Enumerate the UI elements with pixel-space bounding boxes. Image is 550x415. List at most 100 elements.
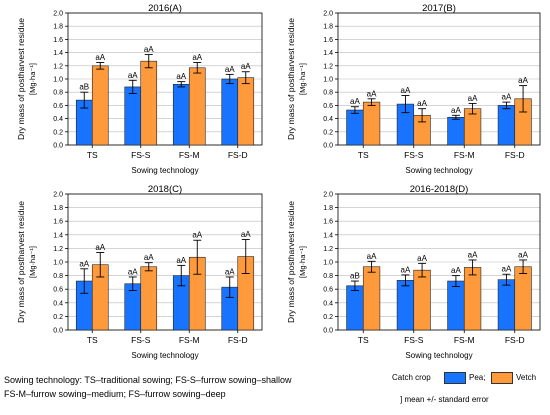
vetch-bar: [140, 60, 158, 146]
pea-bar: [346, 285, 364, 331]
significance-label: aA: [128, 267, 138, 276]
x-tick-label: FS-M: [454, 335, 475, 345]
y-tick-label: 0.0: [53, 143, 63, 150]
y-tick-label: 1.2: [323, 246, 333, 253]
y-tick-label: 1.8: [323, 24, 333, 31]
charts-figure: 0.0 0.2 0.4 0.6 0.8 1.0 1.2 1.4 1.6 1.8 2.0 2016(A)…: [16, 3, 541, 360]
y-tick-label: 2.0: [53, 11, 63, 18]
x-tick-label: TS: [358, 335, 369, 345]
y-tick-label: 1.8: [53, 24, 63, 31]
y-tick-label: 1.0: [323, 260, 333, 267]
y-tick-label: 0.2: [323, 314, 333, 321]
significance-label: aA: [468, 250, 478, 259]
x-tick-label: FS-D: [228, 150, 248, 160]
y-axis-unit: [Mg·ha⁻¹]: [28, 246, 37, 278]
significance-label: aA: [192, 231, 202, 240]
vetch-bar: [188, 67, 206, 146]
y-tick-label: 0.6: [323, 103, 333, 110]
y-axis-label: Dry mass of postharvest residue: [286, 18, 296, 140]
significance-label: aA: [225, 65, 235, 74]
significance-label: aA: [192, 53, 202, 62]
y-axis-unit: [Mg·ha⁻¹]: [298, 63, 307, 95]
legend-vetch-label: Vetch: [516, 373, 537, 382]
vetch-bar: [362, 266, 381, 331]
x-tick-label: FS-D: [505, 150, 525, 160]
y-tick-label: 1.0: [323, 77, 333, 84]
x-tick-label: FS-S: [131, 150, 151, 160]
vetch-bar: [140, 266, 158, 331]
y-tick-label: 1.6: [53, 37, 63, 44]
x-tick-label: FS-S: [404, 335, 424, 345]
x-axis-label: Sowing technology: [131, 351, 198, 360]
x-axis-label: Sowing technology: [405, 351, 472, 360]
significance-label: aA: [144, 45, 154, 54]
y-tick-label: 1.6: [323, 37, 333, 44]
plot-frame: [337, 193, 541, 331]
significance-label: aA: [401, 265, 411, 274]
significance-label: aA: [518, 250, 528, 259]
significance-label: aB: [350, 272, 360, 281]
y-tick-label: 2.0: [53, 192, 63, 199]
x-axis-label: Sowing technology: [405, 166, 472, 175]
significance-label: aA: [176, 256, 186, 265]
error-bar-note: ] mean +/- standard error: [400, 395, 489, 404]
y-tick-label: 2.0: [323, 192, 333, 199]
y-tick-label: 0.2: [323, 129, 333, 136]
significance-label: aA: [95, 53, 105, 62]
x-tick-label: FS-D: [228, 335, 248, 345]
x-tick-label: FS-D: [505, 335, 525, 345]
significance-label: aA: [350, 97, 360, 106]
chart-title: 2016-2018(D): [410, 184, 469, 195]
legend: Catch crop Pea; Vetch: [392, 371, 542, 387]
y-tick-label: 1.0: [53, 260, 63, 267]
y-tick-label: 2.0: [323, 11, 333, 18]
vetch-bar: [463, 267, 482, 331]
vetch-bar: [413, 269, 431, 331]
significance-label: aA: [79, 259, 89, 268]
pea-bar: [447, 280, 465, 331]
chart-title: 2016(A): [148, 3, 182, 14]
significance-label: aA: [176, 72, 186, 81]
significance-label: aA: [451, 266, 461, 275]
y-tick-label: 1.6: [53, 219, 63, 226]
plot-frame: [67, 12, 263, 146]
legend-title: Catch crop: [392, 373, 431, 382]
x-tick-label: FS-S: [404, 150, 424, 160]
pea-bar: [447, 116, 465, 146]
y-axis-unit: [Mg·ha⁻¹]: [28, 63, 37, 95]
significance-label: aA: [468, 94, 478, 103]
significance-label: aA: [502, 93, 512, 102]
y-tick-label: 1.4: [53, 50, 63, 57]
y-tick-label: 0.4: [323, 116, 333, 123]
legend-vetch-swatch: [491, 372, 513, 384]
caption-line-1: Sowing technology: TS–traditional sowing…: [4, 375, 292, 385]
x-tick-label: TS: [358, 150, 369, 160]
significance-label: aA: [225, 267, 235, 276]
y-tick-label: 1.6: [323, 219, 333, 226]
y-tick-label: 0.4: [323, 300, 333, 307]
significance-label: aA: [95, 243, 105, 252]
significance-label: aA: [128, 71, 138, 80]
vetch-bar: [91, 65, 109, 146]
legend-pea-label: Pea;: [469, 373, 486, 382]
y-tick-label: 0.0: [53, 328, 63, 335]
y-tick-label: 1.4: [323, 232, 333, 239]
x-axis-label: Sowing technology: [131, 166, 198, 175]
y-tick-label: 0.2: [53, 314, 63, 321]
y-tick-label: 0.6: [53, 287, 63, 294]
x-tick-label: TS: [87, 335, 98, 345]
y-axis-label: Dry mass of postharvest residue: [16, 201, 26, 323]
x-tick-label: FS-S: [131, 335, 151, 345]
y-tick-label: 0.4: [53, 300, 63, 307]
y-tick-label: 1.0: [53, 77, 63, 84]
y-tick-label: 1.4: [323, 50, 333, 57]
significance-label: aA: [451, 106, 461, 115]
y-tick-label: 0.0: [323, 328, 333, 335]
y-tick-label: 0.0: [323, 143, 333, 150]
plot-frame: [67, 193, 263, 331]
y-tick-label: 1.2: [53, 63, 63, 70]
y-tick-label: 1.4: [53, 232, 63, 239]
significance-label: aA: [502, 265, 512, 274]
y-tick-label: 0.4: [53, 116, 63, 123]
x-tick-label: FS-M: [454, 150, 475, 160]
